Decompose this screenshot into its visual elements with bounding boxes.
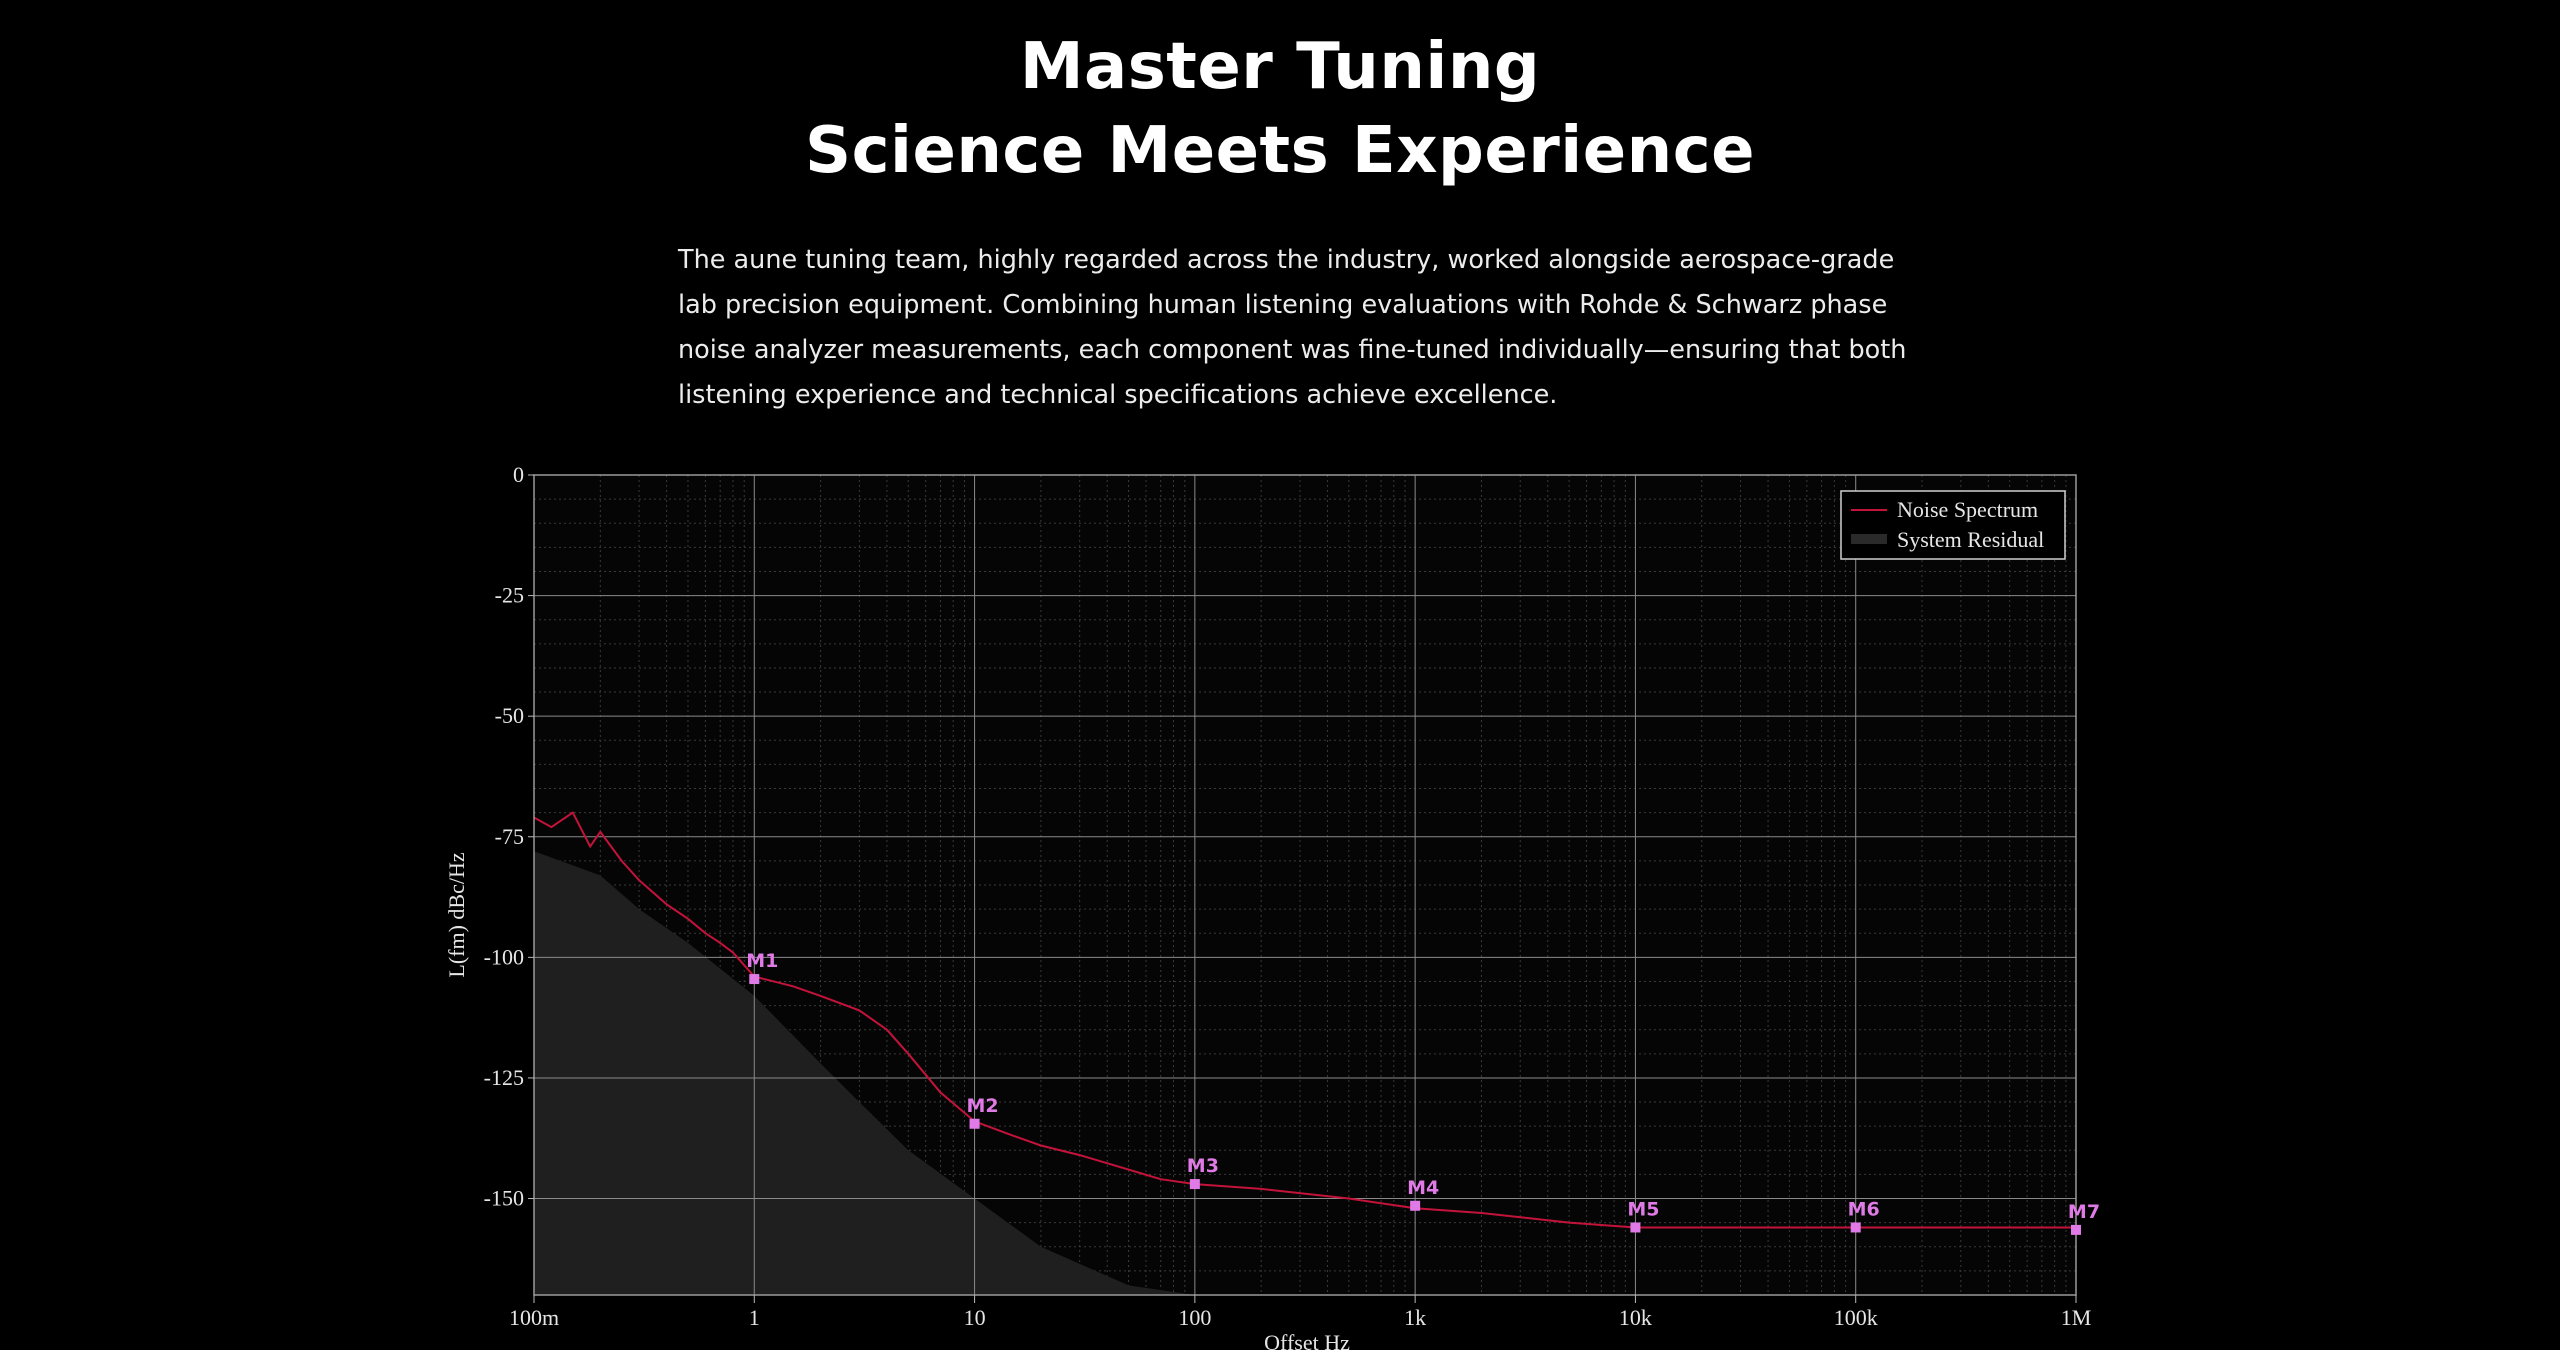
legend-label-residual: System Residual <box>1897 527 2044 552</box>
marker-label: M4 <box>1407 1177 1439 1199</box>
description-line: lab precision equipment. Combining human… <box>678 290 1888 320</box>
marker-label: M6 <box>1848 1198 1880 1220</box>
marker-label: M1 <box>746 950 778 972</box>
x-tick-label: 100k <box>1834 1305 1878 1330</box>
marker-label: M2 <box>967 1095 999 1117</box>
noise-spectrum-line <box>533 811 2076 1229</box>
page-title-line-2: Science Meets Experience <box>804 114 1756 188</box>
y-tick-label: -100 <box>484 944 524 969</box>
marker-label: M3 <box>1187 1155 1219 1177</box>
y-tick-label: -25 <box>495 583 524 608</box>
legend-box <box>1840 490 2066 560</box>
x-tick-label: 1M <box>2061 1305 2092 1330</box>
marker-point <box>1189 1179 1200 1190</box>
page-title-line-1: Master Tuning <box>1019 30 1541 104</box>
marker-point <box>1630 1222 1641 1233</box>
y-tick-label: -50 <box>495 703 524 728</box>
phase-noise-chart: 100m 1 10 100 1k 10k 100k 1M 0 -25 -50 -75 -100 -125 -… <box>444 462 2100 1350</box>
plot-frame <box>533 474 2077 1296</box>
y-axis-title: L(fm) dBc/Hz <box>444 852 469 977</box>
y-tick-label: -75 <box>495 824 524 849</box>
x-tick-label: 10 <box>964 1305 986 1330</box>
description-line: noise analyzer measurements, each compon… <box>678 335 1907 365</box>
x-tick-label: 100m <box>509 1305 559 1330</box>
y-tick-label: -150 <box>484 1186 524 1211</box>
description-paragraph: The aune tuning team, highly regarded ac… <box>678 238 1907 418</box>
x-tick-label: 10k <box>1619 1305 1652 1330</box>
y-tick-label: -125 <box>484 1065 524 1090</box>
marker-point <box>969 1118 980 1129</box>
legend-swatch-residual <box>1851 534 1887 544</box>
system-residual-area <box>534 851 1262 1295</box>
marker-label: M7 <box>2068 1201 2100 1223</box>
legend-label-noise: Noise Spectrum <box>1897 497 2038 522</box>
marker-point <box>2071 1224 2081 1235</box>
y-tick-label: 0 <box>513 462 524 487</box>
x-tick-label: 1k <box>1404 1305 1426 1330</box>
marker-point <box>1850 1222 1861 1233</box>
description-line: listening experience and technical speci… <box>678 380 1558 410</box>
marker-point <box>749 974 760 985</box>
marker-point <box>1410 1200 1421 1211</box>
description-line: The aune tuning team, highly regarded ac… <box>678 245 1895 275</box>
x-axis-title: Offset Hz <box>1264 1330 1350 1350</box>
x-tick-label: 100 <box>1178 1305 1211 1330</box>
marker-label: M5 <box>1627 1198 1659 1220</box>
x-tick-label: 1 <box>749 1305 760 1330</box>
